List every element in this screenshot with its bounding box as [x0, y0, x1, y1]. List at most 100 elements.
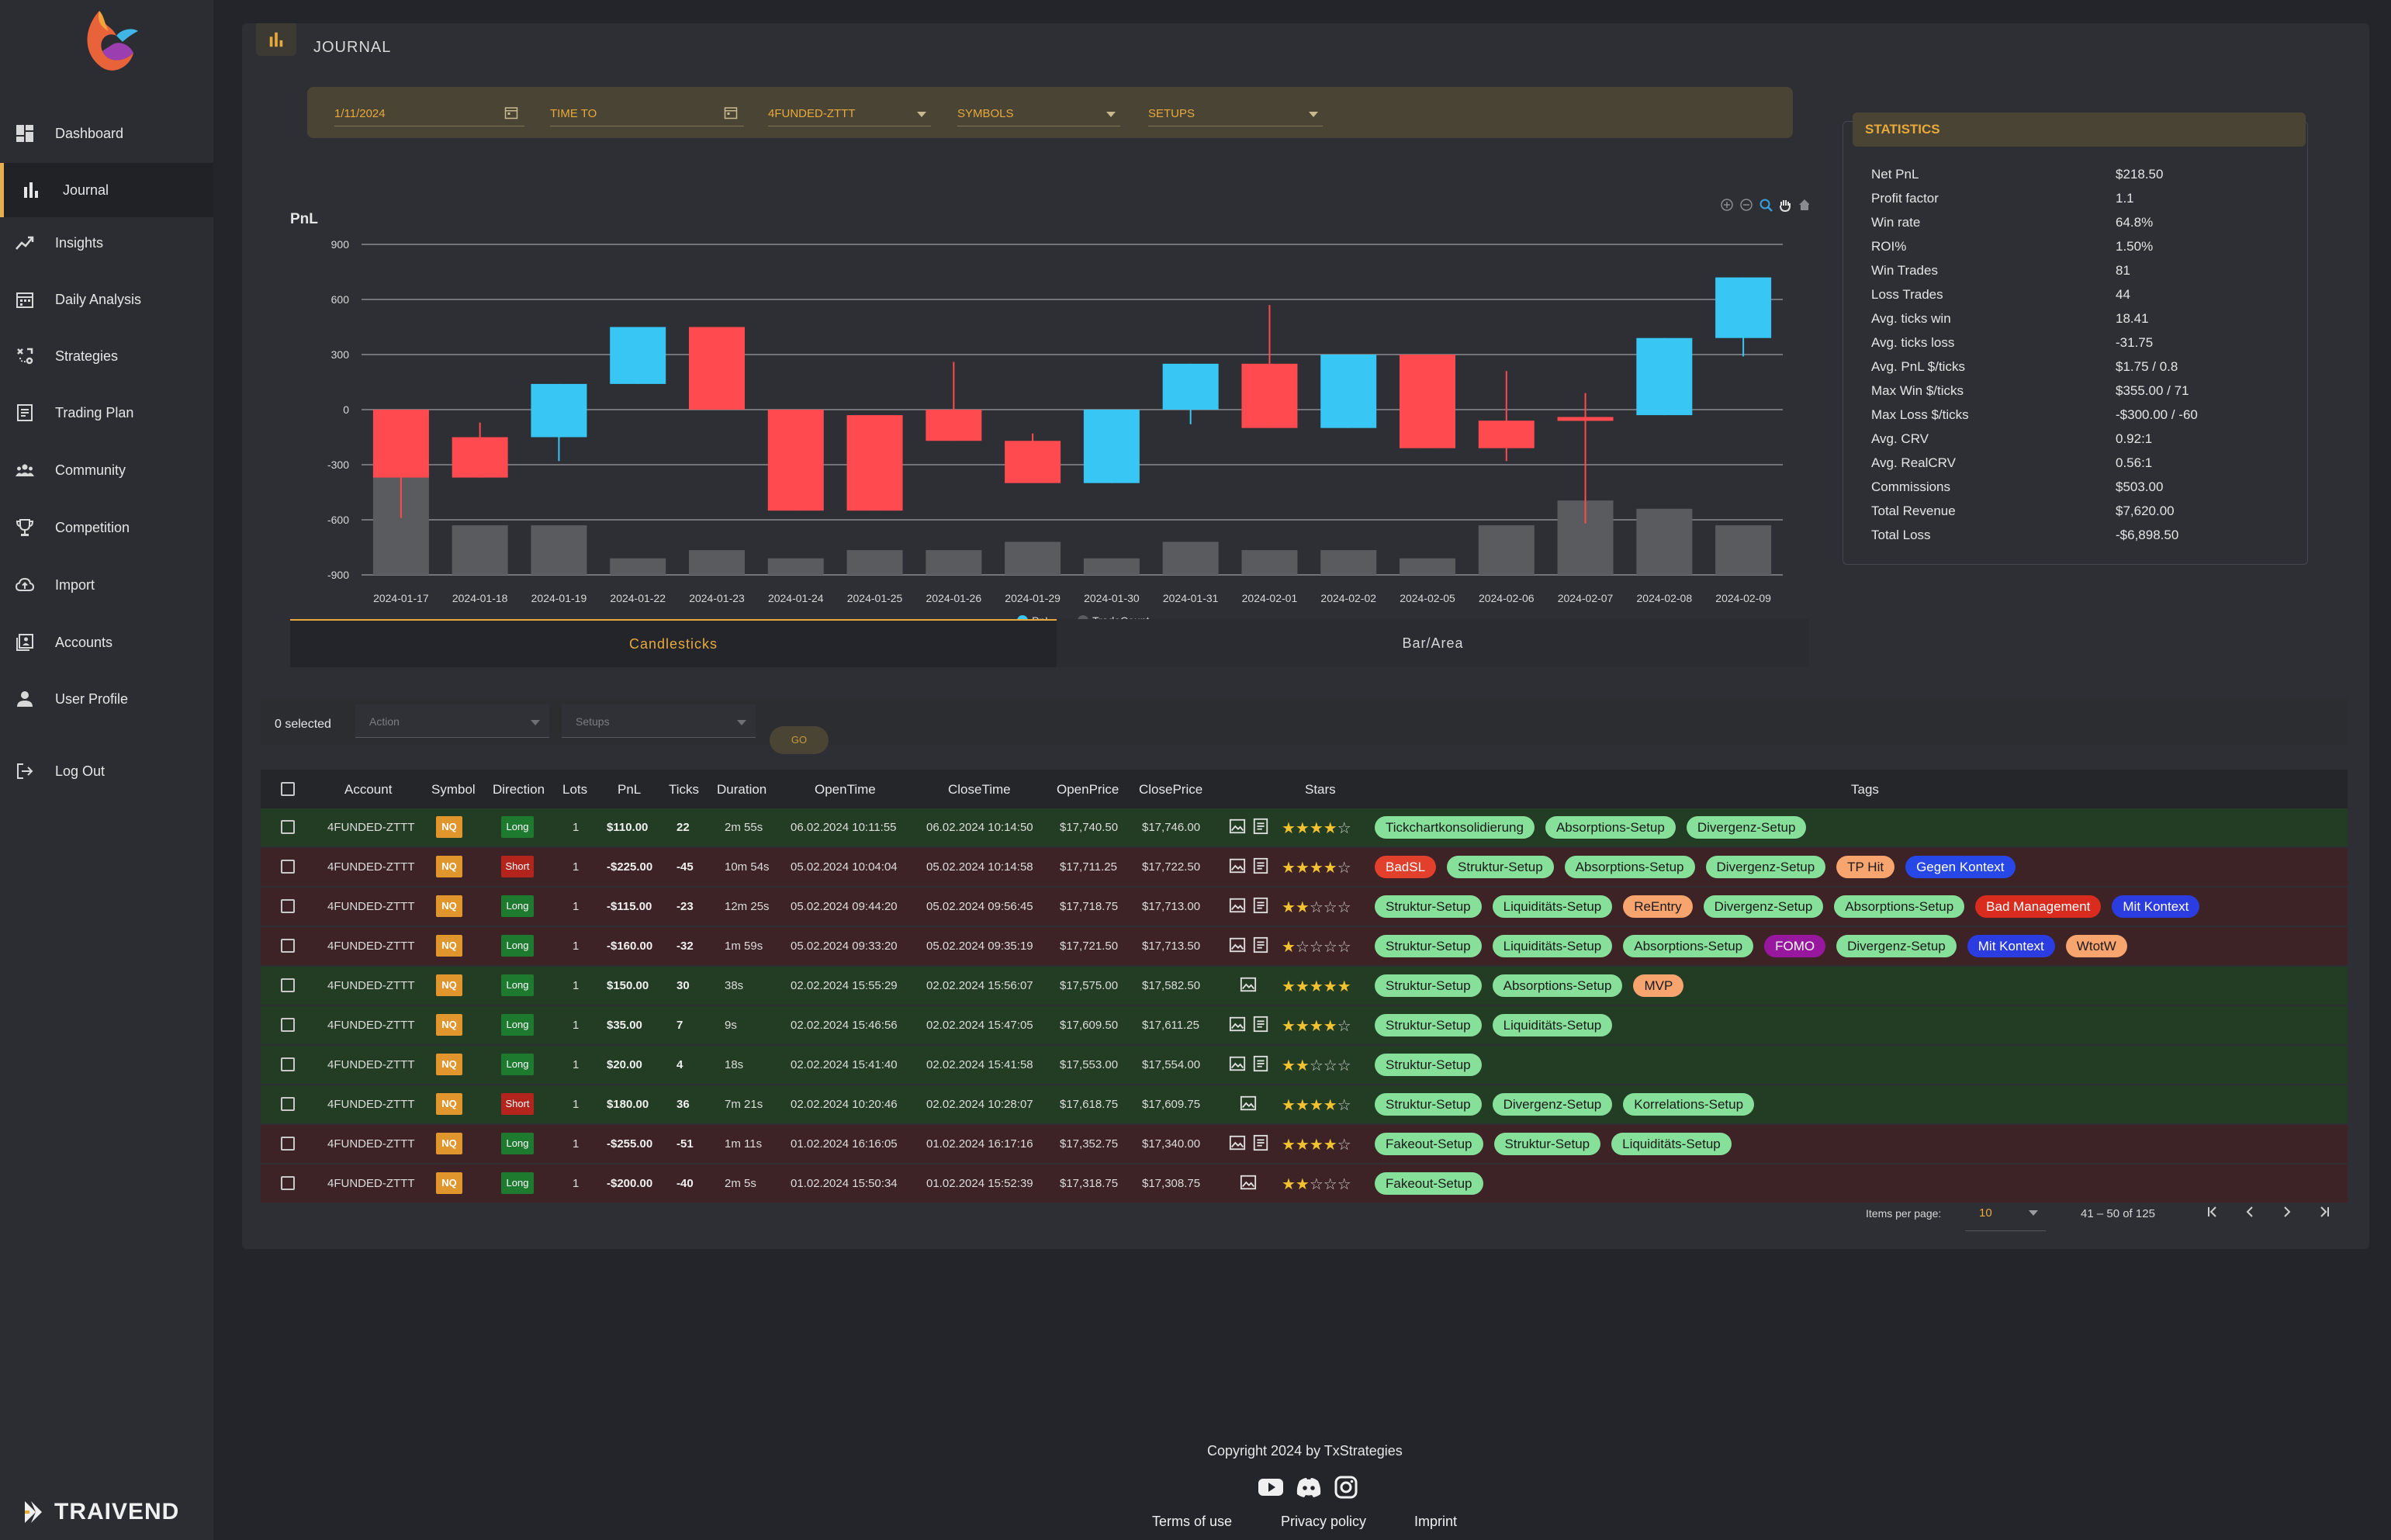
tag-chip[interactable]: Struktur-Setup — [1447, 856, 1554, 878]
table-row[interactable]: 4FUNDED-ZTTT 1 $150.00 30 38s 02.02.2024 15:5… — [261, 967, 2348, 1006]
tag-chip[interactable]: Absorptions-Setup — [1834, 895, 1965, 918]
tab-bar-area[interactable]: Bar/Area — [1057, 619, 1809, 667]
sidebar-item-competition[interactable]: Competition — [0, 500, 213, 555]
tag-chip[interactable]: TP Hit — [1836, 856, 1895, 878]
tag-chip[interactable]: Divergenz-Setup — [1705, 856, 1826, 878]
image-icon[interactable] — [1229, 857, 1246, 876]
terms-of-use-link[interactable]: Terms of use — [1152, 1514, 1233, 1529]
tab-candlesticks[interactable]: Candlesticks — [290, 619, 1057, 667]
tag-chip[interactable]: ReEntry — [1623, 895, 1693, 918]
row-checkbox[interactable] — [281, 978, 295, 992]
sidebar-item-user-profile[interactable]: User Profile — [0, 672, 213, 726]
star-rating[interactable]: ★★★★☆ — [1282, 820, 1351, 837]
image-icon[interactable] — [1229, 1055, 1246, 1074]
row-checkbox[interactable] — [281, 1137, 295, 1151]
tag-chip[interactable]: Liquiditäts-Setup — [1492, 1014, 1613, 1036]
notes-icon[interactable] — [1252, 818, 1269, 836]
image-icon[interactable] — [1240, 1174, 1257, 1192]
tag-chip[interactable]: WtotW — [2065, 935, 2127, 957]
setups-select[interactable]: Setups — [562, 704, 756, 738]
previous-page-icon[interactable] — [2240, 1203, 2259, 1221]
privacy-policy-link[interactable]: Privacy policy — [1281, 1514, 1367, 1529]
notes-icon[interactable] — [1252, 1055, 1269, 1074]
star-rating[interactable]: ★☆☆☆☆ — [1282, 939, 1351, 956]
imprint-link[interactable]: Imprint — [1414, 1514, 1458, 1529]
column-header[interactable]: PnL — [618, 782, 642, 797]
notes-icon[interactable] — [1252, 857, 1269, 876]
account-select[interactable]: 4FUNDED-ZTTT — [768, 102, 931, 126]
column-header[interactable]: ClosePrice — [1139, 782, 1203, 797]
sidebar-item-strategies[interactable]: Strategies — [0, 329, 213, 383]
tag-chip[interactable]: Struktur-Setup — [1375, 1014, 1482, 1036]
go-button[interactable]: GO — [770, 726, 829, 754]
next-page-icon[interactable] — [2278, 1203, 2296, 1221]
sidebar-item-community[interactable]: Community — [0, 443, 213, 497]
column-header[interactable]: Tags — [1851, 782, 1879, 797]
image-icon[interactable] — [1229, 1016, 1246, 1034]
star-rating[interactable]: ★★★★☆ — [1282, 1097, 1351, 1114]
tag-chip[interactable]: Gegen Kontext — [1905, 856, 2016, 878]
image-icon[interactable] — [1240, 976, 1257, 995]
setups-select[interactable]: SETUPS — [1148, 102, 1323, 126]
star-rating[interactable]: ★★★★☆ — [1282, 1137, 1351, 1154]
tag-chip[interactable]: Mit Kontext — [2112, 895, 2200, 918]
tag-chip[interactable]: BadSL — [1375, 856, 1437, 878]
column-header[interactable]: Account — [344, 782, 393, 797]
select-all-checkbox[interactable] — [281, 782, 295, 796]
notes-icon[interactable] — [1252, 1134, 1269, 1153]
column-header[interactable]: CloseTime — [948, 782, 1011, 797]
row-checkbox[interactable] — [281, 860, 295, 874]
sidebar-item-insights[interactable]: Insights — [0, 216, 213, 270]
table-row[interactable]: 4FUNDED-ZTTT 1 $20.00 4 18s 02.02.2024 15:41:… — [261, 1046, 2348, 1085]
column-header[interactable]: Stars — [1305, 782, 1336, 797]
sidebar-item-dashboard[interactable]: Dashboard — [0, 106, 213, 161]
tag-chip[interactable]: FOMO — [1764, 935, 1826, 957]
column-header[interactable]: OpenTime — [815, 782, 876, 797]
row-checkbox[interactable] — [281, 820, 295, 834]
table-row[interactable]: 4FUNDED-ZTTT 1 -$255.00 -51 1m 11s 01.02.2024… — [261, 1125, 2348, 1165]
sidebar-item-accounts[interactable]: Accounts — [0, 615, 213, 670]
notes-icon[interactable] — [1252, 1016, 1269, 1034]
star-rating[interactable]: ★★★★☆ — [1282, 860, 1351, 877]
time-to-field[interactable]: TIME TO — [550, 102, 744, 126]
table-row[interactable]: 4FUNDED-ZTTT 1 -$200.00 -40 2m 5s 01.02.2024 … — [261, 1165, 2348, 1204]
row-checkbox[interactable] — [281, 939, 295, 953]
table-row[interactable]: 4FUNDED-ZTTT 1 -$115.00 -23 12m 25s 05.02.202… — [261, 888, 2348, 927]
table-row[interactable]: 4FUNDED-ZTTT 1 $180.00 36 7m 21s 02.02.2024 1… — [261, 1085, 2348, 1125]
row-checkbox[interactable] — [281, 1057, 295, 1071]
tag-chip[interactable]: Struktur-Setup — [1375, 1054, 1482, 1076]
column-header[interactable]: Symbol — [431, 782, 476, 797]
tag-chip[interactable]: Struktur-Setup — [1493, 1133, 1601, 1155]
tag-chip[interactable]: Struktur-Setup — [1375, 974, 1482, 997]
column-header[interactable]: Duration — [717, 782, 767, 797]
discord-icon[interactable] — [1296, 1474, 1322, 1500]
symbols-select[interactable]: SYMBOLS — [957, 102, 1120, 126]
table-row[interactable]: 4FUNDED-ZTTT 1 $110.00 22 2m 55s 06.02.2024 1… — [261, 808, 2348, 848]
star-rating[interactable]: ★★☆☆☆ — [1282, 1057, 1351, 1075]
tag-chip[interactable]: Divergenz-Setup — [1703, 895, 1824, 918]
star-rating[interactable]: ★★☆☆☆ — [1282, 1176, 1351, 1193]
table-row[interactable]: 4FUNDED-ZTTT 1 -$225.00 -45 10m 54s 05.02.202… — [261, 848, 2348, 888]
row-checkbox[interactable] — [281, 1176, 295, 1190]
youtube-icon[interactable] — [1258, 1474, 1284, 1500]
tag-chip[interactable]: Liquiditäts-Setup — [1611, 1133, 1732, 1155]
tag-chip[interactable]: Mit Kontext — [1967, 935, 2055, 957]
time-from-field[interactable]: 1/11/2024 — [334, 102, 524, 126]
first-page-icon[interactable] — [2203, 1203, 2222, 1221]
tag-chip[interactable]: Liquiditäts-Setup — [1492, 935, 1613, 957]
tag-chip[interactable]: Struktur-Setup — [1375, 935, 1482, 957]
table-row[interactable]: 4FUNDED-ZTTT 1 -$160.00 -32 1m 59s 05.02.2024… — [261, 927, 2348, 967]
zoom-in-icon[interactable] — [1721, 199, 1733, 211]
pan-icon[interactable] — [1780, 200, 1791, 213]
tag-chip[interactable]: Liquiditäts-Setup — [1492, 895, 1613, 918]
column-header[interactable]: Lots — [562, 782, 588, 797]
image-icon[interactable] — [1229, 936, 1246, 955]
sidebar-item-trading-plan[interactable]: Trading Plan — [0, 386, 213, 440]
reset-home-icon[interactable] — [1799, 199, 1809, 210]
table-row[interactable]: 4FUNDED-ZTTT 1 $35.00 7 9s 02.02.2024 15:46:5… — [261, 1006, 2348, 1046]
tag-chip[interactable]: Fakeout-Setup — [1375, 1133, 1483, 1155]
row-checkbox[interactable] — [281, 1097, 295, 1111]
row-checkbox[interactable] — [281, 899, 295, 913]
zoom-select-icon[interactable] — [1760, 199, 1773, 212]
tag-chip[interactable]: MVP — [1633, 974, 1684, 997]
